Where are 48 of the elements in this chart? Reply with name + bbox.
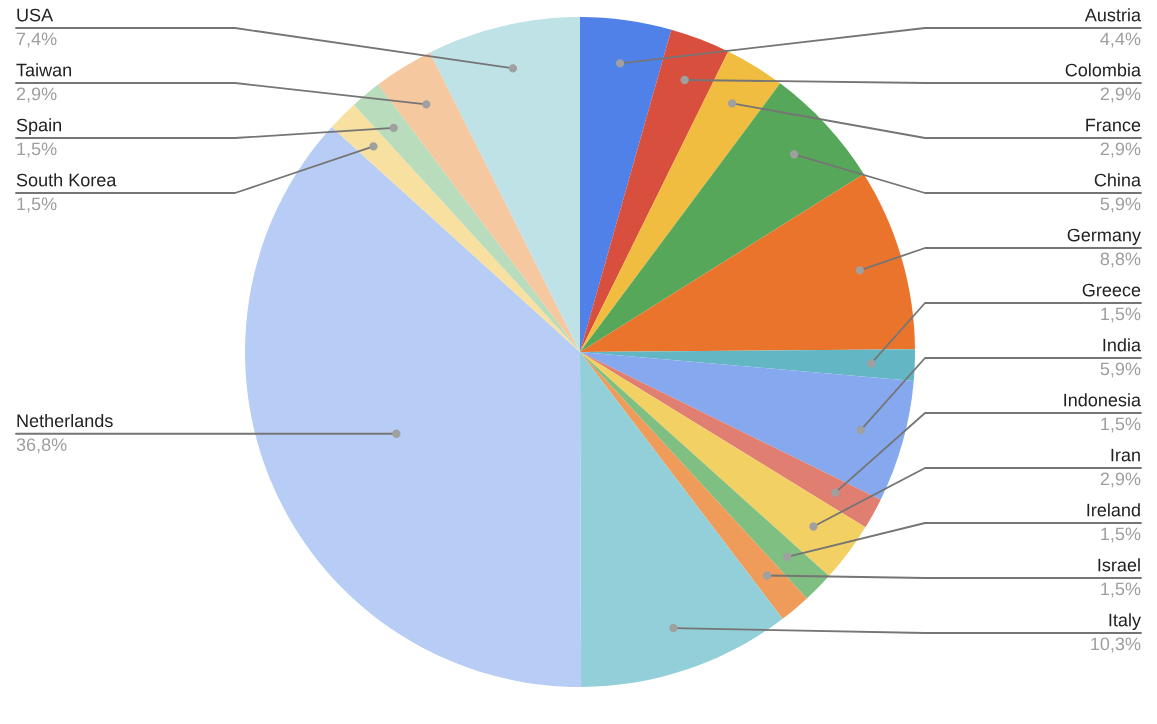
pie-slice — [580, 352, 914, 500]
slice-label: USA — [17, 8, 54, 22]
pie-slice — [378, 52, 580, 352]
data-label: 5,9% — [1100, 362, 1141, 378]
slice-label: Austria — [1084, 8, 1141, 22]
data-label: 36,8% — [16, 438, 67, 454]
data-label: 1,5% — [1101, 417, 1141, 433]
pie-slice — [580, 17, 672, 352]
slice-label: Iran — [1111, 448, 1140, 462]
slice-label: Ireland — [1087, 503, 1140, 517]
slice-label: Italy — [1109, 613, 1141, 630]
slice-label: Israel — [1098, 558, 1140, 572]
pie-slice — [580, 352, 881, 528]
data-label: 2,9% — [1100, 142, 1141, 158]
pie-slice — [429, 17, 580, 352]
slice-label: Colombia — [1065, 63, 1141, 77]
pie-slice — [580, 29, 729, 352]
slice-label: Spain — [16, 118, 62, 135]
slice-label: Netherlands — [17, 413, 113, 428]
data-label: 1,5% — [1101, 527, 1141, 543]
data-label: 4,4% — [1100, 32, 1141, 48]
data-label: 7,4% — [16, 32, 57, 48]
data-label: 10,3% — [1091, 637, 1141, 653]
slice-label: India — [1103, 338, 1141, 352]
pie-slice — [580, 173, 915, 352]
data-label: 1,5% — [1101, 307, 1141, 323]
pie-slice — [580, 352, 783, 687]
slice-label: China — [1094, 173, 1141, 187]
data-label: 2,9% — [16, 87, 57, 103]
data-label: 1,5% — [17, 142, 57, 158]
slice-label: Germany — [1067, 228, 1141, 245]
slice-label: Taiwan — [16, 63, 72, 77]
pie-slice — [580, 352, 866, 577]
data-label: 1,5% — [1101, 582, 1141, 598]
data-label: 2,9% — [1100, 472, 1141, 488]
slice-label: South Korea — [16, 173, 117, 187]
pie-slice — [580, 51, 781, 352]
pie-slice — [245, 127, 582, 687]
pie-slice — [331, 104, 580, 352]
slice-label: Indonesia — [1064, 393, 1142, 407]
slice-label: Greece — [1082, 283, 1141, 297]
data-label: 2,9% — [1100, 87, 1141, 103]
pie-slice — [580, 352, 829, 599]
data-label: 5,9% — [1100, 197, 1141, 213]
data-label: 1,5% — [17, 197, 57, 213]
data-label: 8,8% — [1100, 252, 1141, 268]
slice-label: France — [1086, 118, 1141, 132]
pie-slice — [580, 83, 864, 352]
